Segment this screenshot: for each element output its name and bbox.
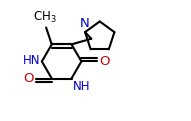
Text: NH: NH xyxy=(73,80,91,93)
Text: O: O xyxy=(99,55,110,68)
Text: HN: HN xyxy=(23,54,40,67)
Text: O: O xyxy=(23,72,34,85)
Text: N: N xyxy=(80,17,90,30)
Text: CH$_3$: CH$_3$ xyxy=(33,10,57,25)
